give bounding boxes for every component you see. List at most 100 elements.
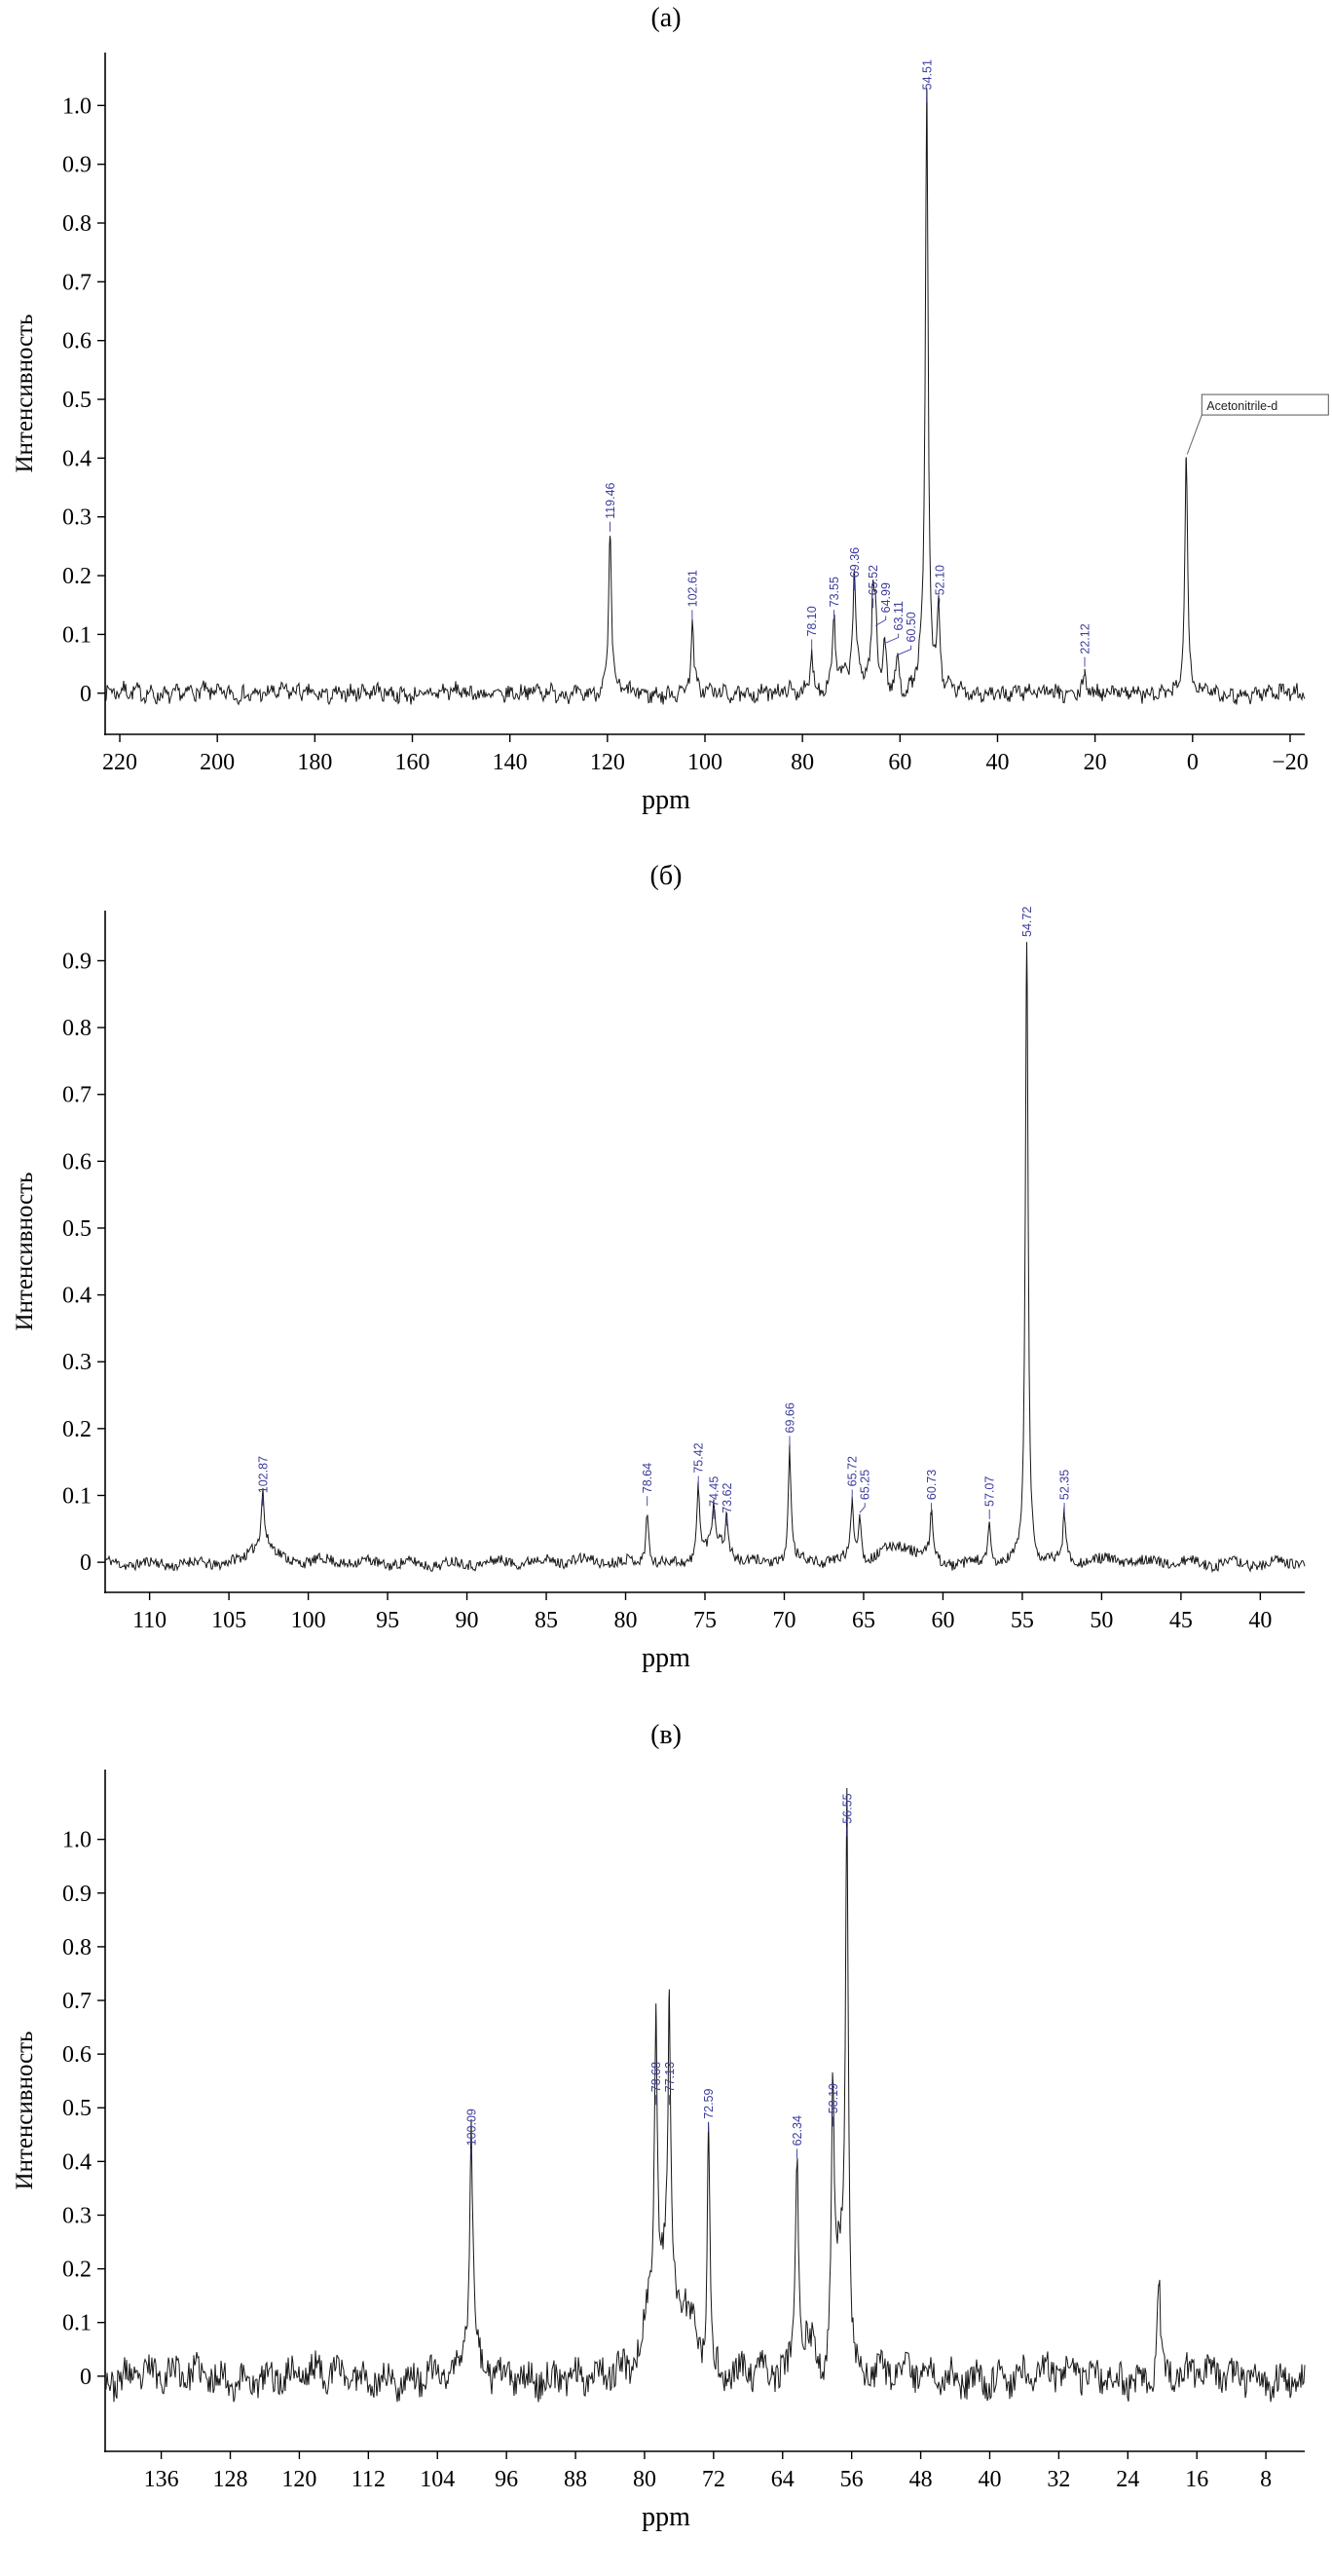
y-tick-label: 0.3 — [62, 1350, 92, 1375]
x-tick-label: 75 — [693, 1608, 717, 1633]
peak-label: 119.46 — [604, 482, 617, 518]
panel-v-title: (в) — [650, 1720, 682, 1750]
spectrum-trace — [104, 88, 1306, 706]
peak-label: 69.66 — [784, 1402, 797, 1433]
y-tick-label: 0 — [80, 1550, 92, 1576]
solvent-annotation-box — [1201, 393, 1329, 416]
x-tick-label: 128 — [213, 2467, 248, 2492]
x-tick-label: 140 — [493, 750, 528, 775]
x-tick-label: 64 — [771, 2467, 795, 2492]
peak-label: 100.09 — [464, 2109, 478, 2146]
x-tick-label: −20 — [1272, 750, 1309, 775]
spectrum-panel-v: (в) Интенсивность 0 0.1 0.2 0.3 0.4 0.5 0.6 0.7… — [0, 1717, 1332, 2575]
x-tick-label: 0 — [1187, 750, 1199, 775]
peak-label: 57.07 — [983, 1476, 997, 1507]
peak-label: 69.36 — [848, 547, 862, 578]
peak-label: 73.62 — [721, 1482, 734, 1512]
y-tick-label: 0.9 — [62, 949, 92, 974]
x-tick-label: 8 — [1260, 2467, 1272, 2492]
x-tick-label: 105 — [211, 1608, 246, 1633]
x-tick-label: 24 — [1116, 2467, 1139, 2492]
y-tick-label: 0.1 — [62, 1483, 92, 1509]
peak-label-connector — [938, 598, 941, 609]
x-tick-label: 50 — [1090, 1608, 1113, 1633]
x-tick-label: 100 — [291, 1608, 326, 1633]
y-tick-label: 0.3 — [62, 2203, 92, 2228]
x-tick-label: 90 — [456, 1608, 479, 1633]
y-tick-label: 0 — [80, 682, 92, 707]
y-tick-label: 0.5 — [62, 1216, 92, 1242]
solvent-annotation-label: Acetonitrile-d — [1206, 399, 1277, 413]
peak-label: 56.55 — [840, 1793, 854, 1823]
x-tick-label: 72 — [702, 2467, 725, 2492]
y-tick-label: 0.3 — [62, 505, 92, 531]
x-tick-label: 95 — [376, 1608, 399, 1633]
peak-label: 63.11 — [892, 601, 906, 630]
peak-label: 65.72 — [846, 1456, 860, 1486]
x-tick-label: 32 — [1047, 2467, 1070, 2492]
x-tick-label: 85 — [535, 1608, 558, 1633]
x-tick-label: 120 — [590, 750, 625, 775]
x-tick-label: 80 — [614, 1608, 638, 1633]
peak-label: 65.25 — [859, 1470, 872, 1500]
y-tick-label: 0.9 — [62, 153, 92, 178]
y-tick-label: 0.8 — [62, 1016, 92, 1041]
y-tick-label: 0.8 — [62, 1935, 92, 1960]
x-tick-label: 180 — [297, 750, 332, 775]
peak-label-connector — [859, 1503, 866, 1513]
y-tick-label: 1.0 — [62, 1828, 92, 1853]
x-tick-label: 40 — [985, 750, 1009, 775]
peak-label-connector — [875, 616, 887, 626]
x-tick-label: 40 — [1248, 1608, 1272, 1633]
peak-label: 78.68 — [649, 2062, 663, 2092]
x-tick-label: 96 — [495, 2467, 518, 2492]
spectrum-panel-b: (б) Интенсивность 0 0.1 0.2 0.3 0.4 0.5 0.6 0.7… — [0, 858, 1332, 1716]
y-tick-label: 0.1 — [62, 622, 92, 648]
peak-label: 52.10 — [933, 565, 946, 595]
peak-label: 54.72 — [1020, 907, 1034, 937]
peak-label: 102.61 — [685, 570, 699, 607]
peak-label: 60.50 — [905, 612, 918, 642]
x-tick-label: 136 — [144, 2467, 179, 2492]
y-tick-label: 0.6 — [62, 329, 92, 355]
peak-label: 78.10 — [805, 606, 819, 636]
peak-label: 64.99 — [879, 582, 893, 613]
panel-a-x-axis-title: ppm — [642, 785, 690, 815]
panel-b-title: (б) — [649, 861, 683, 891]
spectrum-trace — [104, 942, 1306, 1574]
peak-label: 77.13 — [663, 2062, 677, 2092]
y-tick-label: 0.7 — [62, 1083, 92, 1108]
x-tick-label: 88 — [564, 2467, 587, 2492]
panel-b-x-axis-title: ppm — [642, 1643, 690, 1673]
x-tick-label: 70 — [772, 1608, 796, 1633]
x-tick-label: 110 — [132, 1608, 166, 1633]
y-tick-label: 0.6 — [62, 2042, 92, 2068]
y-tick-label: 0.2 — [62, 2258, 92, 2283]
x-tick-label: 120 — [281, 2467, 316, 2492]
x-tick-label: 100 — [687, 750, 722, 775]
x-tick-label: 112 — [352, 2467, 386, 2492]
y-tick-label: 0.1 — [62, 2311, 92, 2336]
peak-label: 74.45 — [707, 1476, 721, 1507]
peak-label-connector — [897, 645, 912, 656]
x-tick-label: 16 — [1185, 2467, 1208, 2492]
y-tick-label: 0.5 — [62, 388, 92, 413]
y-tick-label: 0.7 — [62, 1989, 92, 2014]
y-tick-label: 0.6 — [62, 1149, 92, 1175]
peak-label: 52.35 — [1058, 1470, 1072, 1500]
x-tick-label: 80 — [633, 2467, 656, 2492]
x-tick-label: 160 — [395, 750, 430, 775]
x-tick-label: 220 — [102, 750, 137, 775]
x-tick-label: 60 — [931, 1608, 954, 1633]
x-tick-label: 20 — [1084, 750, 1107, 775]
peak-label: 78.64 — [641, 1463, 654, 1493]
spectrum-plot-v: 0 0.1 0.2 0.3 0.4 0.5 0.6 0.7 0.8 0.9 1.0 136 128 120… — [62, 1770, 1306, 2492]
spectrum-plot-b: 0 0.1 0.2 0.3 0.4 0.5 0.6 0.7 0.8 0.9 110 105 100 95 9… — [62, 907, 1306, 1633]
spectrum-trace — [104, 1787, 1306, 2403]
peak-label: 65.52 — [867, 565, 880, 595]
peak-label: 54.51 — [920, 59, 934, 90]
y-tick-label: 0.7 — [62, 270, 92, 295]
x-tick-label: 40 — [978, 2467, 1001, 2492]
